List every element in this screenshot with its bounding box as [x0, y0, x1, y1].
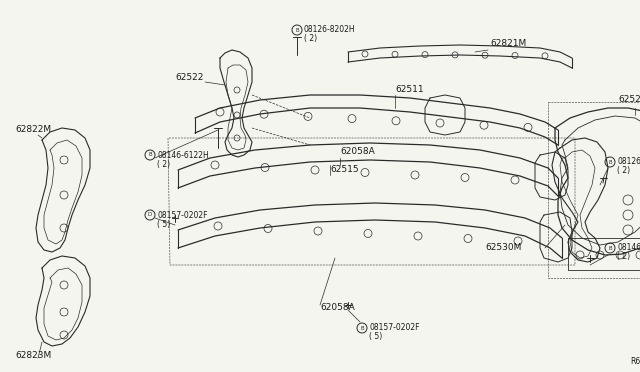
Text: ( 2): ( 2) — [617, 167, 630, 176]
Text: 08146-6122H: 08146-6122H — [157, 151, 209, 160]
Text: 62822M: 62822M — [15, 125, 51, 135]
Text: D: D — [148, 212, 152, 218]
Text: 62511: 62511 — [395, 86, 424, 94]
Text: ( 5): ( 5) — [369, 333, 382, 341]
Text: 08157-0202F: 08157-0202F — [157, 211, 207, 219]
Text: 62523: 62523 — [618, 96, 640, 105]
Text: 08126-8202H: 08126-8202H — [617, 157, 640, 167]
Text: B: B — [608, 246, 612, 250]
Text: 62821M: 62821M — [490, 39, 526, 48]
Text: 08126-8202H: 08126-8202H — [304, 26, 356, 35]
Text: R6250030: R6250030 — [630, 357, 640, 366]
Text: 62515: 62515 — [330, 166, 358, 174]
Text: 08146-6122H: 08146-6122H — [617, 244, 640, 253]
Text: B: B — [608, 160, 612, 164]
Text: 62522: 62522 — [175, 74, 204, 83]
Text: 62530M: 62530M — [485, 244, 522, 253]
Text: ( 5): ( 5) — [157, 219, 170, 228]
Text: B: B — [360, 326, 364, 330]
Text: B: B — [295, 28, 299, 32]
Text: B: B — [148, 153, 152, 157]
Text: ( 2): ( 2) — [304, 35, 317, 44]
Text: ( 2): ( 2) — [157, 160, 170, 169]
Text: 62058A: 62058A — [320, 304, 355, 312]
Text: 62823M: 62823M — [15, 350, 51, 359]
Text: 62058A: 62058A — [340, 148, 375, 157]
Text: 08157-0202F: 08157-0202F — [369, 324, 419, 333]
Text: ( 2): ( 2) — [617, 253, 630, 262]
